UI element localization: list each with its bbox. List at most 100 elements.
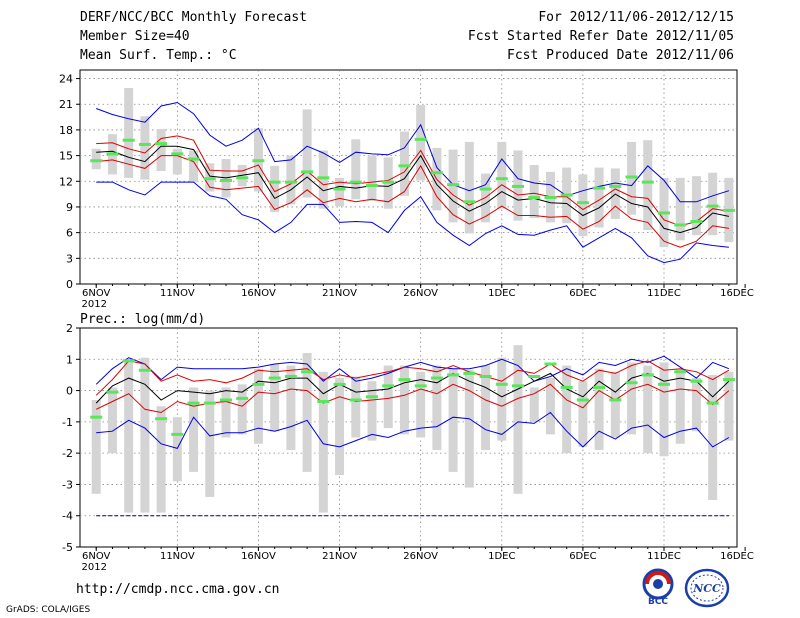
temperature-box <box>497 141 507 209</box>
precipitation-box <box>253 368 263 444</box>
ncc-logo-icon: NCC <box>684 568 730 608</box>
temperature-ytick-label: 0 <box>66 278 73 291</box>
temperature-ytick-label: 3 <box>66 252 73 265</box>
temperature-median-mark <box>236 176 249 180</box>
precipitation-box <box>156 406 166 513</box>
temperature-median-mark <box>398 164 411 168</box>
precipitation-median-mark <box>674 370 687 374</box>
forecast-produced-date: Fcst Produced Date 2012/11/06 <box>507 48 734 63</box>
precipitation-median-mark <box>220 398 232 402</box>
precipitation-box <box>189 387 199 472</box>
temperature-median-mark <box>447 183 460 187</box>
temperature-median-mark <box>90 159 103 163</box>
precipitation-ytick-label: 0 <box>66 385 73 398</box>
precipitation-median-mark <box>560 385 573 389</box>
precipitation-median-mark <box>706 401 719 405</box>
precipitation-xtick-year: 2012 <box>81 562 106 573</box>
temperature-median-mark <box>171 152 184 156</box>
temperature-ytick-label: 12 <box>59 175 73 188</box>
temperature-upper-spread-line <box>96 135 729 227</box>
precipitation-box <box>627 362 637 435</box>
temperature-xtick-year: 2012 <box>81 299 106 310</box>
temperature-xtick-label: 1DEC <box>488 288 515 299</box>
precipitation-median-mark <box>171 432 184 436</box>
temperature-ytick-label: 18 <box>59 124 73 137</box>
precipitation-box <box>416 371 426 438</box>
precipitation-median-mark <box>382 384 395 388</box>
temperature-box <box>675 177 685 241</box>
precipitation-box <box>367 381 377 441</box>
temperature-median-mark <box>690 220 703 224</box>
ncc-logo-text: NCC <box>692 582 721 595</box>
temperature-box <box>156 129 166 172</box>
temperature-median-mark <box>593 186 606 190</box>
precipitation-median-mark <box>90 415 103 419</box>
temperature-xtick-label: 16NOV <box>241 288 276 299</box>
precipitation-box <box>172 417 182 482</box>
temperature-box <box>91 148 101 170</box>
precipitation-box <box>497 357 507 441</box>
temperature-median-mark <box>674 223 687 227</box>
precipitation-box <box>578 381 588 447</box>
temperature-median-mark <box>495 177 508 181</box>
temperature-median-mark <box>284 180 297 184</box>
temperature-max-line <box>96 101 730 203</box>
precipitation-box <box>724 371 734 441</box>
forecast-start-date: Fcst Started Refer Date 2012/11/05 <box>467 29 734 44</box>
precipitation-box <box>107 387 117 454</box>
precipitation-box <box>545 378 555 435</box>
precipitation-box <box>708 374 718 501</box>
precipitation-median-mark <box>317 400 330 404</box>
precipitation-ytick-label: 2 <box>66 322 73 335</box>
precipitation-median-mark <box>576 398 589 402</box>
temperature-xtick-label: 6DEC <box>569 288 596 299</box>
temperature-median-mark <box>414 137 427 141</box>
precipitation-box <box>237 384 247 435</box>
temperature-box <box>464 141 474 234</box>
temperature-median-mark <box>382 180 395 184</box>
precipitation-median-mark <box>155 417 168 421</box>
temperature-mean-line <box>96 145 730 234</box>
source-url[interactable]: http://cmdp.ncc.cma.gov.cn <box>76 582 280 597</box>
precipitation-box <box>124 359 134 513</box>
precipitation-min-line <box>96 411 730 449</box>
precipitation-median-mark <box>138 368 151 372</box>
temperature-box <box>140 116 150 180</box>
precipitation-median-mark <box>252 382 265 386</box>
temperature-xtick-label: 11DEC <box>647 288 681 299</box>
precipitation-box <box>302 353 312 472</box>
temperature-median-mark <box>333 187 346 191</box>
precipitation-box <box>675 368 685 444</box>
precipitation-median-mark <box>301 370 314 374</box>
precipitation-xtick-label: 16NOV <box>241 551 276 562</box>
temperature-frame <box>79 69 738 285</box>
precipitation-median-mark <box>512 384 524 388</box>
precipitation-median-mark <box>236 396 249 400</box>
temperature-median-mark <box>187 157 200 161</box>
temperature-xtick-label: 6NOV <box>82 288 111 299</box>
precipitation-ytick-label: -4 <box>62 510 73 523</box>
temperature-median-mark <box>203 177 216 181</box>
precipitation-max-line <box>95 355 730 385</box>
temperature-min-line <box>96 181 729 264</box>
forecast-period: For 2012/11/06-2012/12/15 <box>538 10 734 25</box>
temperature-box <box>643 140 653 231</box>
precipitation-median-mark <box>722 378 735 382</box>
precipitation-box <box>399 365 409 435</box>
temperature-median-mark <box>722 208 735 212</box>
temperature-box <box>578 174 588 237</box>
precipitation-median-mark <box>495 382 508 386</box>
temperature-box <box>302 109 312 198</box>
precipitation-xtick-label: 6NOV <box>82 551 111 562</box>
temperature-median-mark <box>301 170 314 174</box>
temperature-median-mark <box>430 171 443 175</box>
precipitation-box <box>529 387 539 422</box>
precipitation-ytick-label: -5 <box>62 541 73 554</box>
grads-credit: GrADS: COLA/IGES <box>6 605 91 615</box>
temperature-median-mark <box>560 193 573 197</box>
precipitation-xtick-label: 16DEC <box>720 551 754 562</box>
precipitation-box <box>481 365 491 451</box>
precipitation-median-mark <box>609 398 622 402</box>
precipitation-box <box>562 365 572 454</box>
